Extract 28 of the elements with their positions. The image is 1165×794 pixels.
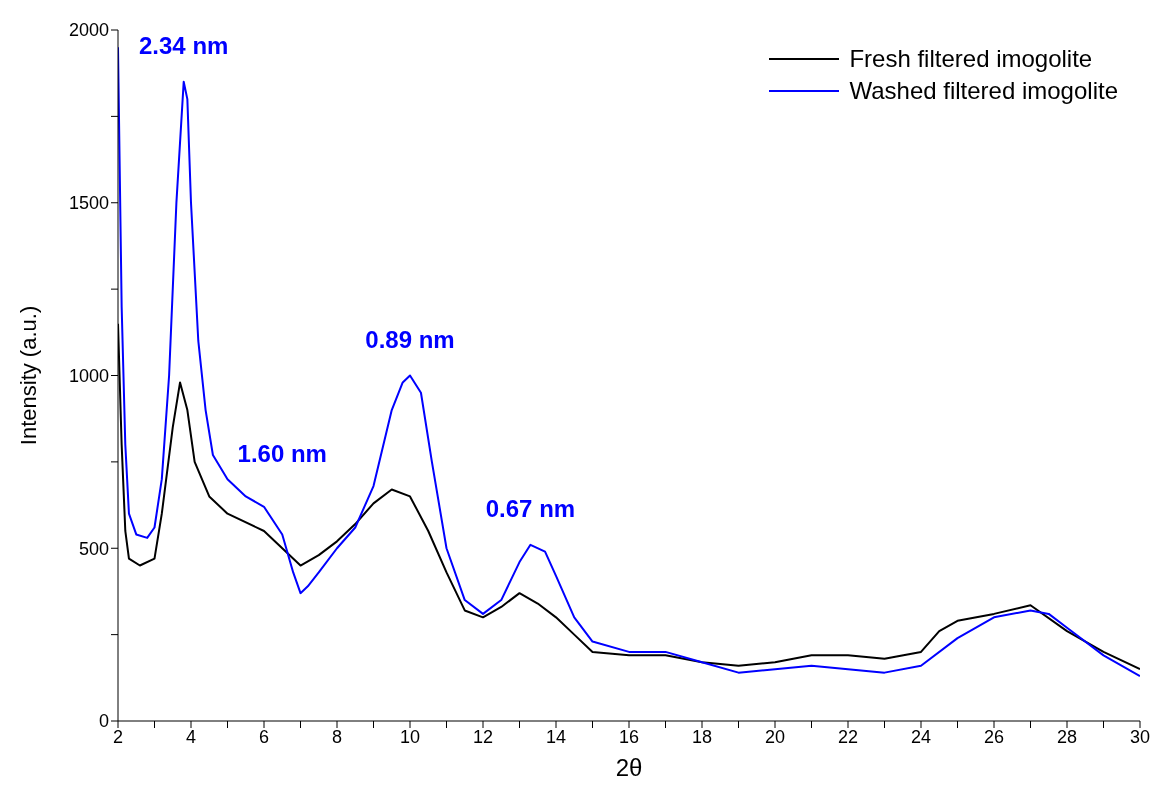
x-tick-label: 26 [983,726,1005,747]
x-tick-label: 22 [837,726,859,747]
y-tick-label: 0 [98,711,109,732]
annotation: 2.34 nm [139,31,229,59]
annotation: 0.67 nm [485,494,576,522]
x-axis-title: 2θ [615,754,643,781]
x-tick-label: 8 [331,726,343,747]
y-tick-label: 1500 [68,193,109,214]
x-tick-label: 24 [910,726,932,747]
legend-label: Washed filtered imogolite [849,77,1118,105]
x-tick-label: 2 [112,726,124,747]
x-tick-label: 28 [1056,726,1078,747]
y-tick-label: 500 [78,538,109,559]
x-tick-label: 18 [691,726,713,747]
x-tick-label: 20 [764,726,786,747]
x-tick-label: 16 [618,726,640,747]
x-tick-label: 30 [1129,726,1151,747]
annotation: 1.60 nm [237,440,327,468]
legend-label: Fresh filtered imogolite [849,45,1093,73]
x-tick-label: 6 [258,726,270,747]
annotation: 0.89 nm [365,325,455,353]
y-tick-label: 2000 [68,20,109,41]
x-tick-label: 4 [185,726,197,747]
y-axis-title: Intensity (a.u.) [15,305,41,446]
x-tick-label: 12 [472,726,494,747]
x-tick-label: 14 [545,726,567,747]
y-tick-label: 1000 [68,365,109,386]
x-tick-label: 10 [399,726,421,747]
